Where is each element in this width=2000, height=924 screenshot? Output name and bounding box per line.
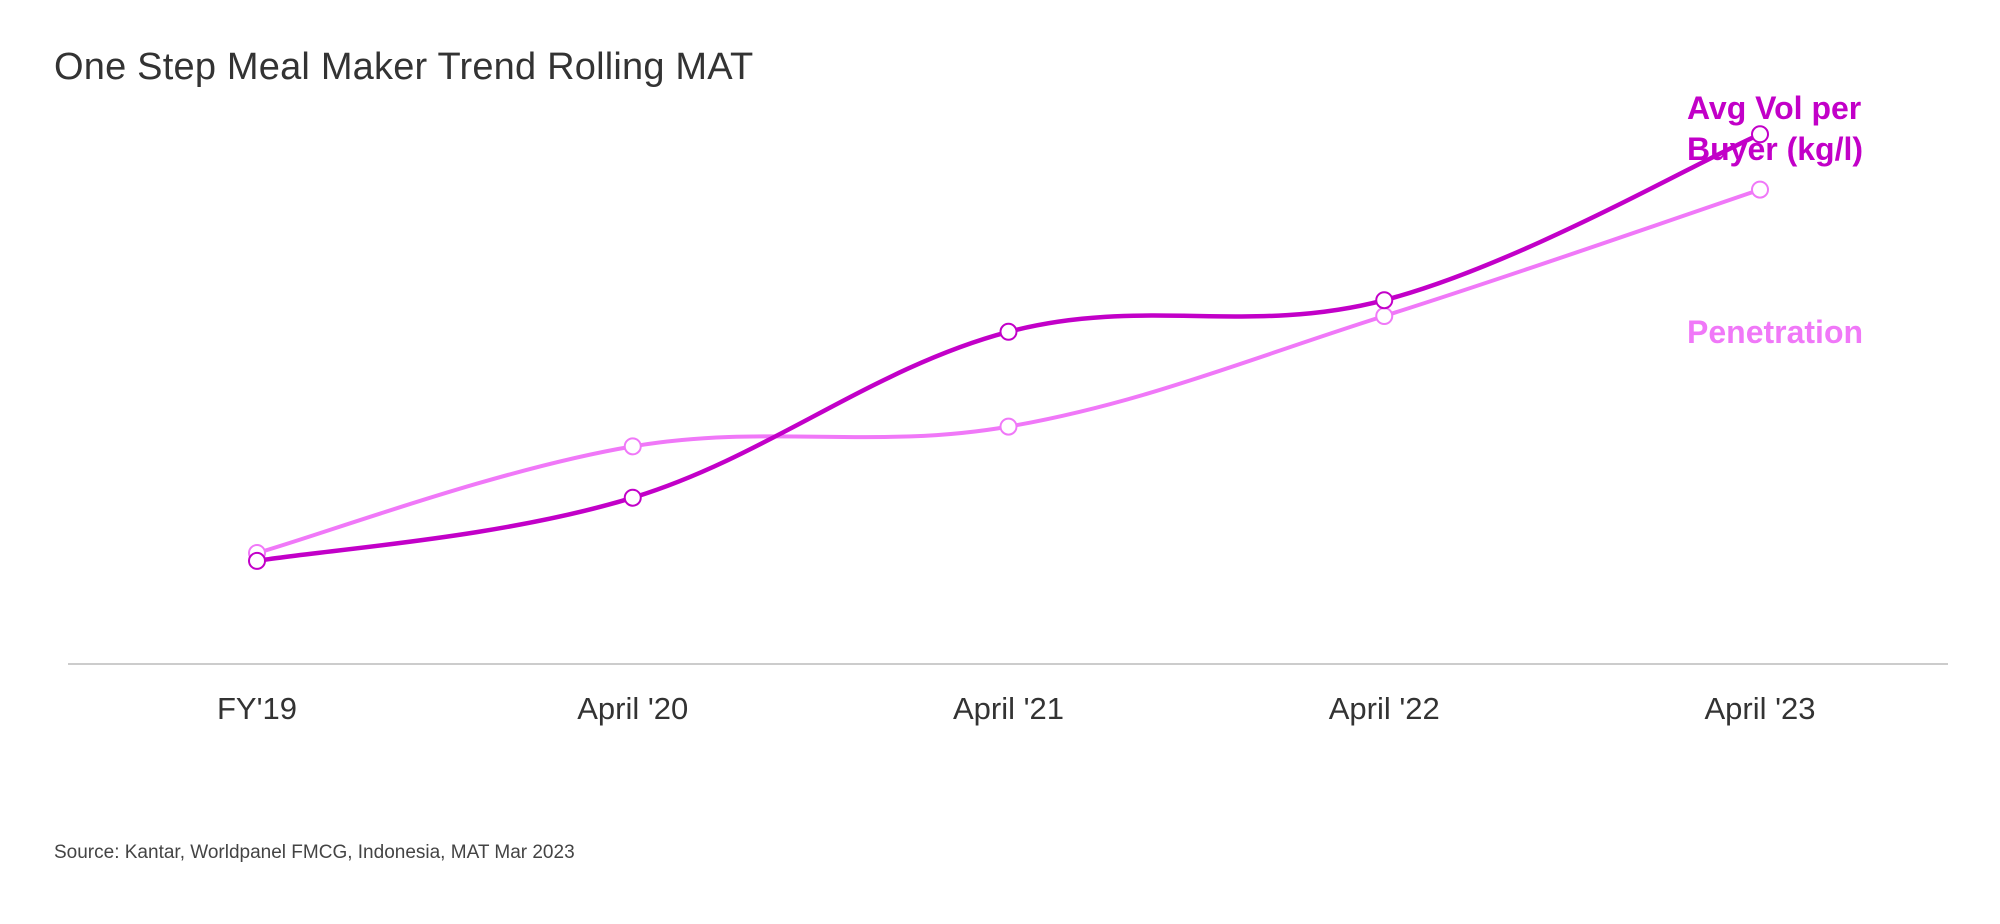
x-tick-label-2: April '21: [953, 691, 1064, 726]
series-line-avg-vol-per-buyer: [254, 132, 1763, 564]
series-points: [248, 125, 1769, 570]
data-point-penetration-1: [623, 437, 642, 456]
x-tick-label-0: FY'19: [217, 691, 297, 726]
chart-title: One Step Meal Maker Trend Rolling MAT: [54, 46, 754, 88]
data-point-penetration-4: [1751, 180, 1769, 199]
x-tick-label-1: April '20: [577, 691, 688, 726]
data-point-avg-vol-per-buyer-4: [1751, 125, 1769, 144]
data-point-penetration-3: [1375, 307, 1394, 325]
source-note: Source: Kantar, Worldpanel FMCG, Indones…: [54, 842, 575, 863]
data-point-avg-vol-per-buyer-1: [623, 488, 642, 507]
data-point-penetration-2: [999, 417, 1018, 436]
x-tick-labels: FY'19 April '20 April '21 April '22 April '2…: [217, 691, 1816, 726]
series-label-avg-vol-per-buyer: Avg Vol per Buyer (kg/l): [1687, 90, 1863, 167]
series-labels: Avg Vol per Buyer (kg/l) Penetration: [1687, 90, 1863, 350]
data-point-avg-vol-per-buyer-2: [999, 322, 1018, 341]
x-tick-label-4: April '23: [1704, 691, 1815, 726]
x-tick-label-3: April '22: [1329, 691, 1440, 726]
data-point-avg-vol-per-buyer-3: [1375, 291, 1394, 310]
data-point-avg-vol-per-buyer-0: [248, 551, 266, 570]
series-label-penetration: Penetration: [1687, 314, 1863, 350]
series-lines: [254, 132, 1763, 564]
